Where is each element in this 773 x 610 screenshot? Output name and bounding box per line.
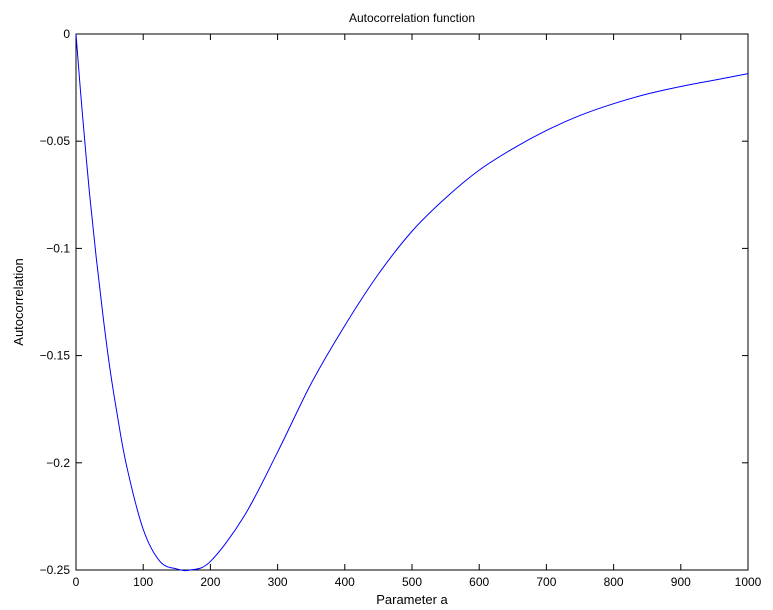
y-tick-label: −0.2 — [46, 456, 70, 470]
y-tick-label: −0.05 — [40, 134, 71, 148]
plot-area — [75, 33, 749, 571]
chart-title: Autocorrelation function — [349, 11, 475, 25]
x-tick-label: 500 — [402, 575, 422, 589]
y-tick-label: −0.1 — [46, 241, 70, 255]
y-tick-label: −0.15 — [40, 349, 71, 363]
x-tick-label: 800 — [604, 575, 624, 589]
x-tick-label: 1000 — [735, 575, 762, 589]
x-tick-label: 100 — [133, 575, 153, 589]
x-tick-label: 0 — [73, 575, 80, 589]
series-line — [75, 33, 749, 572]
x-tick-label: 400 — [335, 575, 355, 589]
x-axis-ticks: 0 100 200 300 400 500 600 700 800 900 1000 — [73, 34, 762, 589]
x-tick-label: 300 — [268, 575, 288, 589]
x-tick-label: 600 — [469, 575, 489, 589]
x-tick-label: 700 — [536, 575, 556, 589]
y-tick-label: −0.25 — [40, 563, 71, 577]
y-axis-ticks: 0 −0.05 −0.1 −0.15 −0.2 −0.25 — [40, 27, 748, 577]
x-tick-label: 200 — [200, 575, 220, 589]
x-tick-label: 900 — [671, 575, 691, 589]
x-axis-label: Parameter a — [376, 592, 448, 607]
y-tick-label: 0 — [63, 27, 70, 41]
y-axis-label: Autocorrelation — [11, 258, 26, 345]
